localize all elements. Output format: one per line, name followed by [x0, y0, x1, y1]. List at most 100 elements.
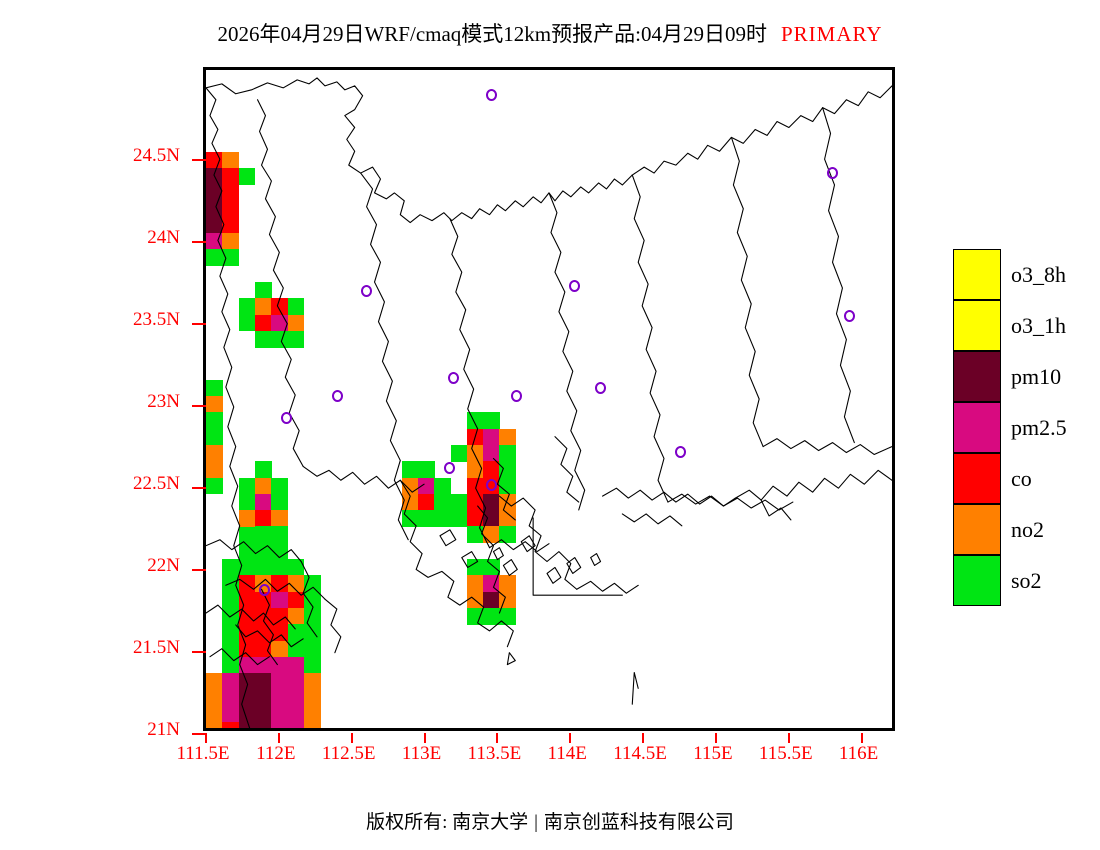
heatmap-cell [417, 461, 435, 479]
heatmap-cell [466, 526, 484, 544]
heatmap-cell [254, 559, 272, 576]
heatmap-cell [401, 493, 419, 511]
heatmap-cell [303, 722, 321, 728]
station-marker-icon [486, 478, 498, 491]
y-axis-tick-label: 21.5N [133, 637, 180, 659]
heatmap-cell [483, 607, 500, 625]
heatmap-cell [287, 298, 305, 316]
heatmap-cell [238, 542, 256, 560]
heatmap-cell [238, 607, 256, 625]
heatmap-cell [483, 412, 500, 430]
station-marker-icon [595, 382, 607, 395]
x-axis-tick [423, 733, 426, 743]
x-axis-tick [496, 733, 499, 743]
heatmap-cell [271, 510, 289, 527]
heatmap-cell [271, 673, 289, 690]
copyright-footer: 版权所有: 南京大学 | 南京创蓝科技有限公司 [0, 807, 1100, 834]
heatmap-cell [238, 314, 256, 332]
y-axis-tick [192, 405, 206, 408]
heatmap-cell [303, 673, 321, 690]
heatmap-cell [222, 656, 240, 674]
y-axis-tick [192, 323, 206, 326]
heatmap-cell [254, 705, 272, 723]
y-axis-tick [192, 487, 206, 490]
heatmap-cell [222, 689, 240, 707]
heatmap-cell [222, 151, 240, 169]
heatmap-cell [206, 379, 223, 397]
station-marker-icon [448, 372, 460, 385]
heatmap-cell [271, 607, 289, 625]
legend-swatch [953, 351, 1001, 402]
heatmap-cell [238, 705, 256, 723]
heatmap-cell [434, 493, 452, 511]
y-axis-tick-label: 23.5N [133, 309, 180, 331]
heatmap-cell [206, 216, 223, 234]
heatmap-cell [254, 493, 272, 511]
station-marker-icon [569, 280, 581, 293]
heatmap-cell [254, 624, 272, 642]
y-axis-tick-label: 22.5N [133, 473, 180, 495]
heatmap-cell [499, 461, 517, 479]
legend-label: pm10 [1011, 364, 1062, 389]
heatmap-cell [206, 705, 223, 723]
station-marker-layer [206, 70, 892, 728]
heatmap-cell [206, 184, 223, 201]
y-axis-tick [192, 733, 206, 735]
heatmap-cell [206, 396, 223, 413]
heatmap-cell [254, 542, 272, 560]
chart-title: 2026年04月29日WRF/cmaq模式12km预报产品:04月29日09时 P… [0, 18, 1100, 48]
x-axis-tick-label: 114.5E [613, 743, 667, 764]
heatmap-cell [466, 559, 484, 576]
heatmap-cell [222, 167, 240, 185]
heatmap-cell [466, 575, 484, 593]
heatmap-cell [287, 722, 305, 728]
heatmap-cell [271, 526, 289, 544]
station-marker-icon [331, 390, 343, 403]
x-axis-tick [569, 733, 572, 743]
heatmap-cell [222, 722, 240, 728]
heatmap-cell [271, 314, 289, 332]
heatmap-cell [222, 216, 240, 234]
station-marker-icon [280, 411, 292, 424]
legend-swatch [953, 249, 1001, 300]
heatmap-cell [206, 722, 223, 728]
heatmap-cell [483, 428, 500, 446]
chart-title-tag: PRIMARY [780, 22, 883, 46]
heatmap-cell [303, 689, 321, 707]
heatmap-cell [271, 591, 289, 609]
heatmap-cell [287, 575, 305, 593]
heatmap-cell [287, 591, 305, 609]
legend-swatch [953, 453, 1001, 504]
y-axis-tick-label: 23N [147, 391, 180, 413]
map-plot-area [206, 70, 892, 728]
heatmap-cell [499, 526, 517, 544]
heatmap-cell [238, 167, 256, 185]
station-marker-icon [360, 285, 372, 298]
heatmap-cell [417, 510, 435, 527]
heatmap-cell [271, 493, 289, 511]
heatmap-cell [254, 281, 272, 299]
heatmap-cell [287, 656, 305, 674]
x-axis-tick-label: 116E [838, 743, 879, 764]
y-axis-tick [192, 159, 206, 162]
heatmap-cell [483, 444, 500, 462]
heatmap-cell [287, 689, 305, 707]
y-axis-tick [192, 569, 206, 572]
heatmap-cell [499, 575, 517, 593]
heatmap-cell [271, 559, 289, 576]
heatmap-cell [271, 722, 289, 728]
heatmap-cell [254, 607, 272, 625]
heatmap-cell [499, 510, 517, 527]
heatmap-cell [483, 493, 500, 511]
heatmap-cell [238, 559, 256, 576]
heatmap-cell [254, 689, 272, 707]
heatmap-cell [303, 705, 321, 723]
station-marker-icon [258, 583, 270, 596]
y-axis-tick-label: 24N [147, 227, 180, 249]
heatmap-cell [499, 607, 517, 625]
heatmap-cell [222, 624, 240, 642]
heatmap-cell [206, 412, 223, 430]
heatmap-cell [271, 624, 289, 642]
x-axis-tick [787, 733, 790, 743]
heatmap-cell [417, 493, 435, 511]
